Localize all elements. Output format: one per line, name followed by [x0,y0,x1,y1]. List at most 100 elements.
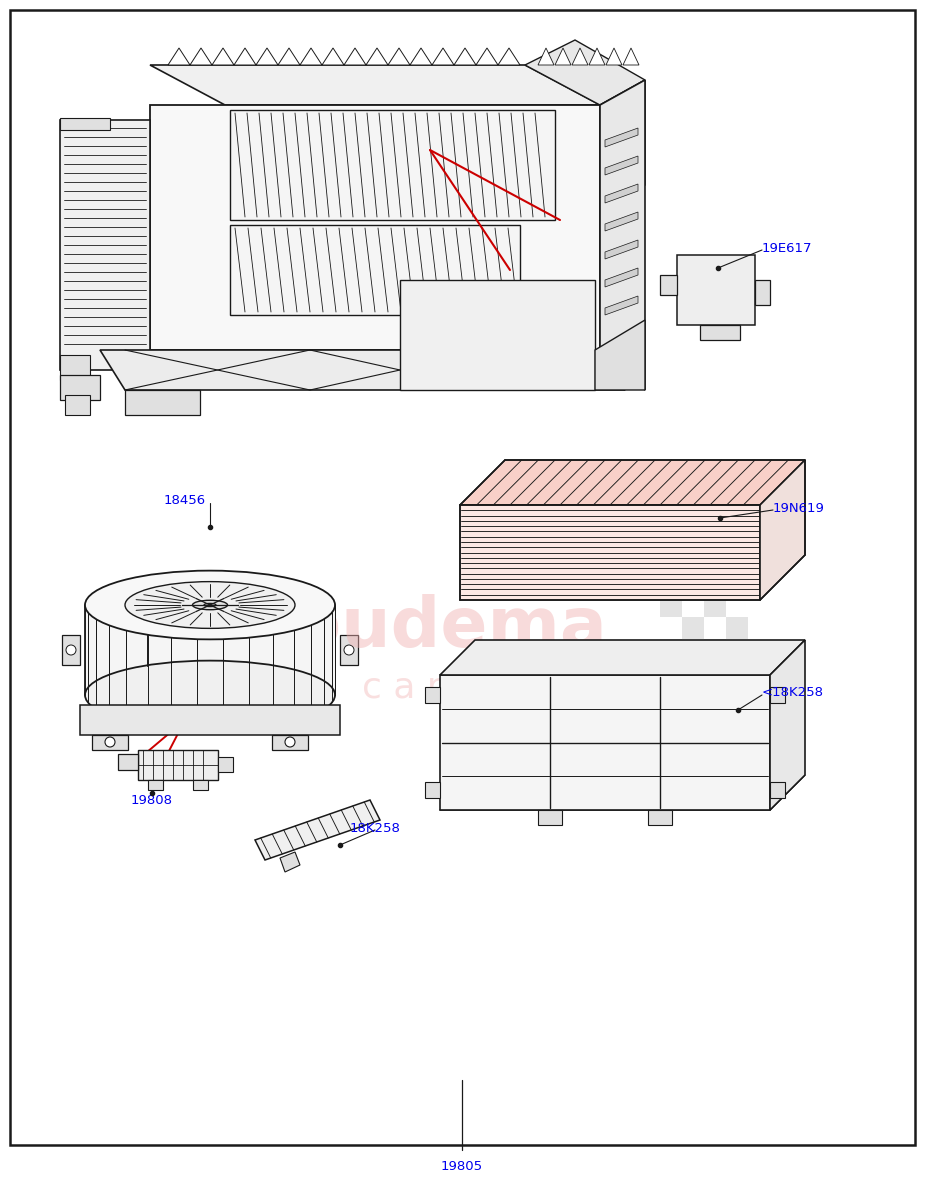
Polygon shape [344,48,366,65]
Polygon shape [460,505,760,600]
Polygon shape [60,374,100,400]
Polygon shape [440,674,770,810]
Polygon shape [118,754,138,770]
Polygon shape [605,156,638,175]
Polygon shape [460,460,805,505]
Circle shape [344,646,354,655]
Polygon shape [605,240,638,259]
Polygon shape [400,280,595,390]
Polygon shape [476,48,498,65]
Polygon shape [538,48,554,65]
Polygon shape [606,48,622,65]
Bar [704,683,726,704]
Polygon shape [193,780,208,790]
Polygon shape [212,48,234,65]
Bar [726,617,748,638]
Ellipse shape [85,661,335,730]
Polygon shape [148,780,163,790]
Polygon shape [760,460,805,600]
Circle shape [715,284,725,295]
Polygon shape [648,810,672,826]
Text: 18K258: 18K258 [350,822,401,834]
Polygon shape [538,810,562,826]
Polygon shape [555,48,571,65]
Polygon shape [770,686,785,703]
Polygon shape [605,184,638,203]
Polygon shape [770,782,785,798]
Polygon shape [425,686,440,703]
Polygon shape [300,48,322,65]
Polygon shape [322,48,344,65]
Polygon shape [272,734,308,750]
Polygon shape [605,268,638,287]
Ellipse shape [204,604,216,607]
Polygon shape [100,350,625,390]
Text: c a r t s: c a r t s [362,671,498,704]
Bar [660,638,682,661]
Polygon shape [168,48,190,65]
Polygon shape [454,48,476,65]
Bar [704,595,726,617]
Bar [704,638,726,661]
Polygon shape [234,48,256,65]
Circle shape [105,737,115,746]
Text: 18456: 18456 [164,493,206,506]
Polygon shape [138,750,218,780]
Circle shape [664,280,674,290]
Bar [660,595,682,617]
Polygon shape [605,122,638,137]
Polygon shape [92,734,128,750]
Bar [340,635,358,665]
Text: 19805: 19805 [441,1160,483,1174]
Bar [682,661,704,683]
Polygon shape [572,48,588,65]
Polygon shape [605,139,638,152]
Polygon shape [595,320,645,390]
Polygon shape [60,120,150,370]
Polygon shape [190,48,212,65]
Bar [85,605,335,695]
Polygon shape [770,640,805,810]
Polygon shape [755,280,770,305]
Polygon shape [623,48,639,65]
Polygon shape [432,48,454,65]
Polygon shape [230,110,555,220]
Polygon shape [677,254,755,325]
Ellipse shape [125,582,295,629]
Polygon shape [605,155,638,169]
Polygon shape [525,40,645,104]
Polygon shape [700,325,740,340]
Polygon shape [150,65,600,104]
Polygon shape [65,395,90,415]
Bar [726,661,748,683]
Polygon shape [256,48,278,65]
Polygon shape [440,640,805,674]
Polygon shape [280,852,300,872]
Bar [80,704,340,734]
Polygon shape [605,296,638,314]
Bar [660,683,682,704]
Polygon shape [150,104,600,350]
Polygon shape [498,48,520,65]
Circle shape [692,262,748,318]
Polygon shape [255,800,380,860]
Polygon shape [218,757,233,772]
Bar [682,617,704,638]
Text: 19E617: 19E617 [762,241,812,254]
Polygon shape [278,48,300,65]
Polygon shape [410,48,432,65]
Polygon shape [605,128,638,146]
Polygon shape [440,775,805,810]
Polygon shape [60,118,110,130]
Polygon shape [605,170,638,185]
Polygon shape [589,48,605,65]
Ellipse shape [85,571,335,640]
Circle shape [285,737,295,746]
Ellipse shape [192,600,228,610]
Polygon shape [600,80,645,390]
Polygon shape [366,48,388,65]
Bar [62,635,80,665]
Polygon shape [388,48,410,65]
Polygon shape [60,355,90,380]
Polygon shape [425,782,440,798]
